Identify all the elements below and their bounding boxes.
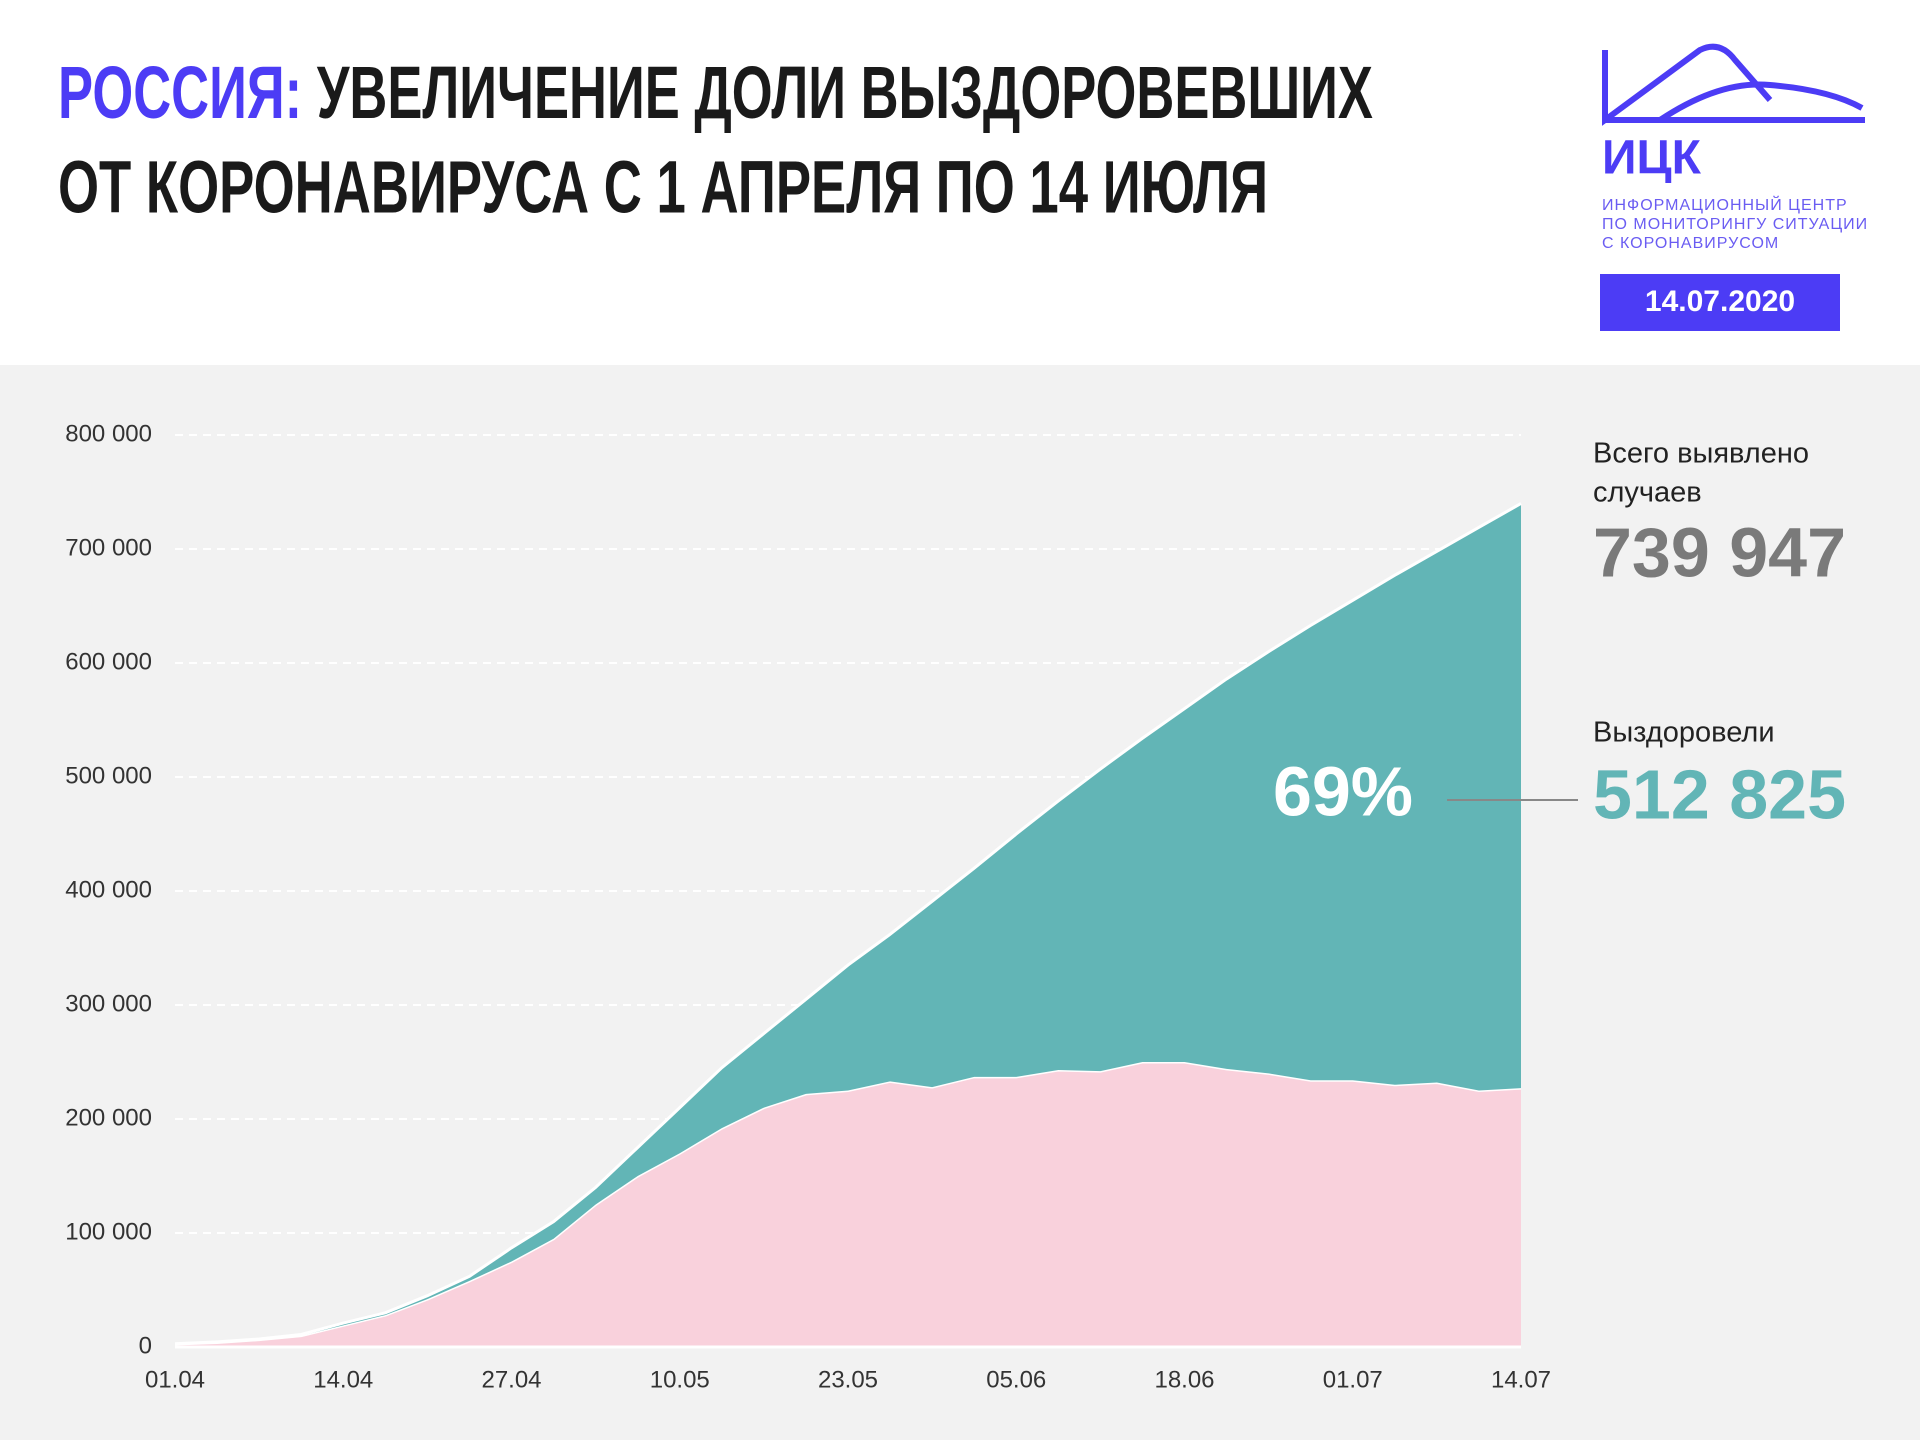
logo <box>1602 43 1865 126</box>
y-tick-label: 300 000 <box>65 990 152 1017</box>
x-tick-label: 18.06 <box>1154 1366 1214 1393</box>
x-tick-label: 14.04 <box>313 1366 373 1393</box>
plot: 0 100 000 200 000 300 000 400 000 500 000 600 … <box>65 420 1551 1393</box>
y-tick-label: 100 000 <box>65 1218 152 1245</box>
y-tick-label: 500 000 <box>65 762 152 789</box>
y-tick-label: 700 000 <box>65 534 152 561</box>
total-label: Всего выявлено <box>1593 438 1809 470</box>
title-accent: РОССИЯ: <box>58 51 302 134</box>
title-text: УВЕЛИЧЕНИЕ ДОЛИ ВЫЗДОРОВЕВШИХ <box>317 51 1373 134</box>
logo-subtitle: ИНФОРМАЦИОННЫЙ ЦЕНТР <box>1602 195 1848 214</box>
x-tick-label: 05.06 <box>986 1366 1046 1393</box>
x-tick-label: 14.07 <box>1491 1366 1551 1393</box>
logo-mark <box>1602 43 1865 126</box>
date-box <box>1600 274 1840 331</box>
area <box>175 503 1521 1345</box>
share-label: 69% <box>1273 752 1413 830</box>
x-tick-label: 10.05 <box>650 1366 710 1393</box>
total-value: 739 947 <box>1593 513 1846 591</box>
y-tick-label: 600 000 <box>65 648 152 675</box>
logo-subtitle: ПО МОНИТОРИНГУ СИТУАЦИИ <box>1602 216 1868 233</box>
y-tick-label: 200 000 <box>65 1104 152 1131</box>
title-line: РОССИЯ: УВЕЛИЧЕНИЕ ДОЛИ ВЫЗДОРОВЕВШИХ <box>58 51 1373 134</box>
x-tick-label: 23.05 <box>818 1366 878 1393</box>
logo-text: ИЦК <box>1602 132 1702 185</box>
title-line: ОТ КОРОНАВИРУСА С 1 АПРЕЛЯ ПО 14 ИЮЛЯ <box>58 146 1268 229</box>
date: 14.07.2020 <box>1645 285 1795 318</box>
y-tick-label: 800 000 <box>65 420 152 447</box>
area-edge <box>174 502 1522 1346</box>
x-tick-label: 01.04 <box>145 1366 205 1393</box>
y-tick-label: 0 <box>139 1332 152 1359</box>
logo-subtitle: С КОРОНАВИРУСОМ <box>1602 235 1779 252</box>
y-tick-label: 400 000 <box>65 876 152 903</box>
x-tick-label: 01.07 <box>1323 1366 1383 1393</box>
legend-label: Выздоровели <box>1593 717 1775 749</box>
total-label: случаев <box>1593 477 1702 509</box>
recovered-value: 512 825 <box>1593 755 1846 833</box>
x-tick-label: 27.04 <box>481 1366 541 1393</box>
area <box>175 1062 1521 1347</box>
